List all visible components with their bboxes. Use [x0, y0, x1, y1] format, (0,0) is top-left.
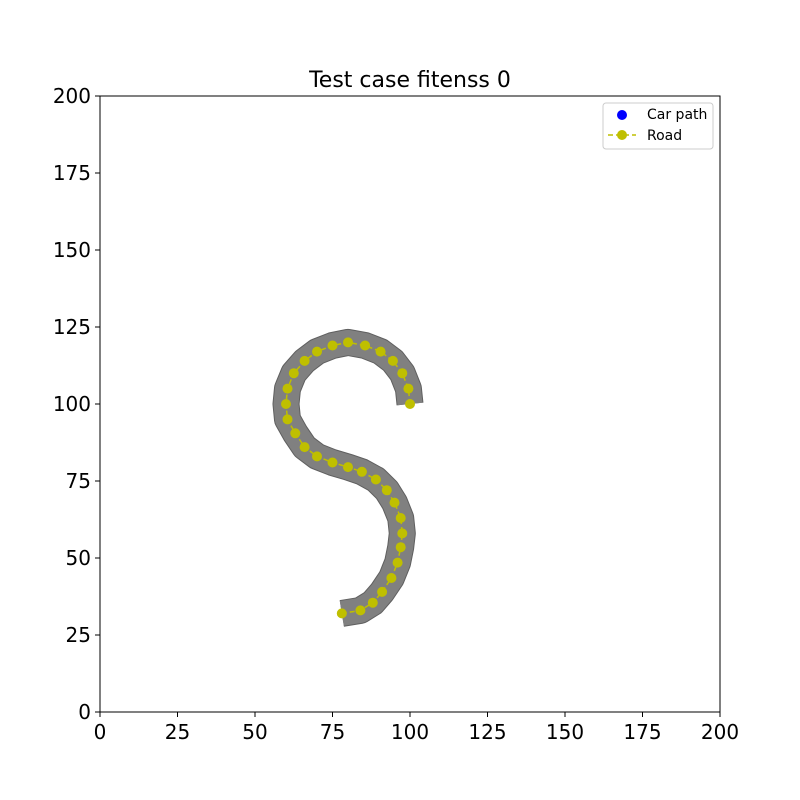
- y-tick-label: 175: [53, 161, 91, 185]
- road-point: [312, 451, 322, 462]
- y-tick-label: 75: [66, 469, 91, 493]
- road-point: [356, 466, 367, 477]
- road-point: [367, 597, 378, 608]
- road-point: [392, 557, 403, 568]
- y-tick-label: 150: [53, 238, 91, 262]
- road-point: [389, 497, 400, 508]
- x-tick-label: 0: [94, 720, 107, 744]
- legend-road-marker: [617, 130, 627, 140]
- legend-box: [602, 102, 714, 150]
- legend-car-path-marker: [617, 110, 627, 120]
- road-point: [377, 586, 388, 597]
- x-tick-label: 100: [391, 720, 429, 744]
- road-point: [397, 368, 408, 379]
- y-tick-label: 0: [78, 700, 91, 724]
- y-tick-label: 200: [53, 84, 91, 108]
- road-point: [327, 340, 338, 351]
- legend-car-path-label: Car path: [647, 107, 707, 123]
- road-point: [299, 355, 310, 366]
- road-point: [405, 399, 415, 409]
- y-axis: 0 25 50 75 100 125 150 175 200: [53, 84, 100, 724]
- road-point: [395, 542, 406, 553]
- road-point: [381, 485, 392, 496]
- x-tick-label: 75: [320, 720, 345, 744]
- road-point: [327, 457, 338, 468]
- x-axis: 0 25 50 75 100 125 150 175 200: [94, 712, 739, 744]
- road-point: [281, 399, 291, 409]
- x-tick-label: 150: [546, 720, 584, 744]
- road-point: [282, 414, 293, 425]
- road-point: [288, 368, 299, 379]
- road-point: [343, 337, 353, 348]
- road-point: [299, 442, 310, 453]
- road-point: [375, 346, 386, 357]
- x-tick-label: 50: [242, 720, 267, 744]
- chart-title: Test case fitenss 0: [308, 68, 511, 93]
- road-point: [387, 355, 398, 366]
- y-tick-label: 25: [66, 623, 91, 647]
- road-point: [397, 528, 408, 539]
- road-point: [336, 608, 347, 619]
- road-point: [282, 383, 293, 394]
- road-series: [281, 337, 415, 619]
- legend: Car path Road: [602, 102, 714, 150]
- road-point: [360, 340, 371, 351]
- road-point: [395, 513, 406, 523]
- x-tick-label: 125: [468, 720, 506, 744]
- road-point: [370, 474, 381, 485]
- road-point: [343, 462, 353, 473]
- road-point: [386, 573, 397, 583]
- road-point: [355, 605, 366, 616]
- x-tick-label: 25: [165, 720, 190, 744]
- road-point: [290, 428, 301, 439]
- y-tick-label: 100: [53, 392, 91, 416]
- x-tick-label: 175: [623, 720, 661, 744]
- legend-road-label: Road: [647, 128, 682, 144]
- y-tick-label: 50: [66, 546, 91, 570]
- x-tick-label: 200: [701, 720, 739, 744]
- road-point: [312, 346, 322, 357]
- y-tick-label: 125: [53, 315, 91, 339]
- road-point: [403, 383, 414, 394]
